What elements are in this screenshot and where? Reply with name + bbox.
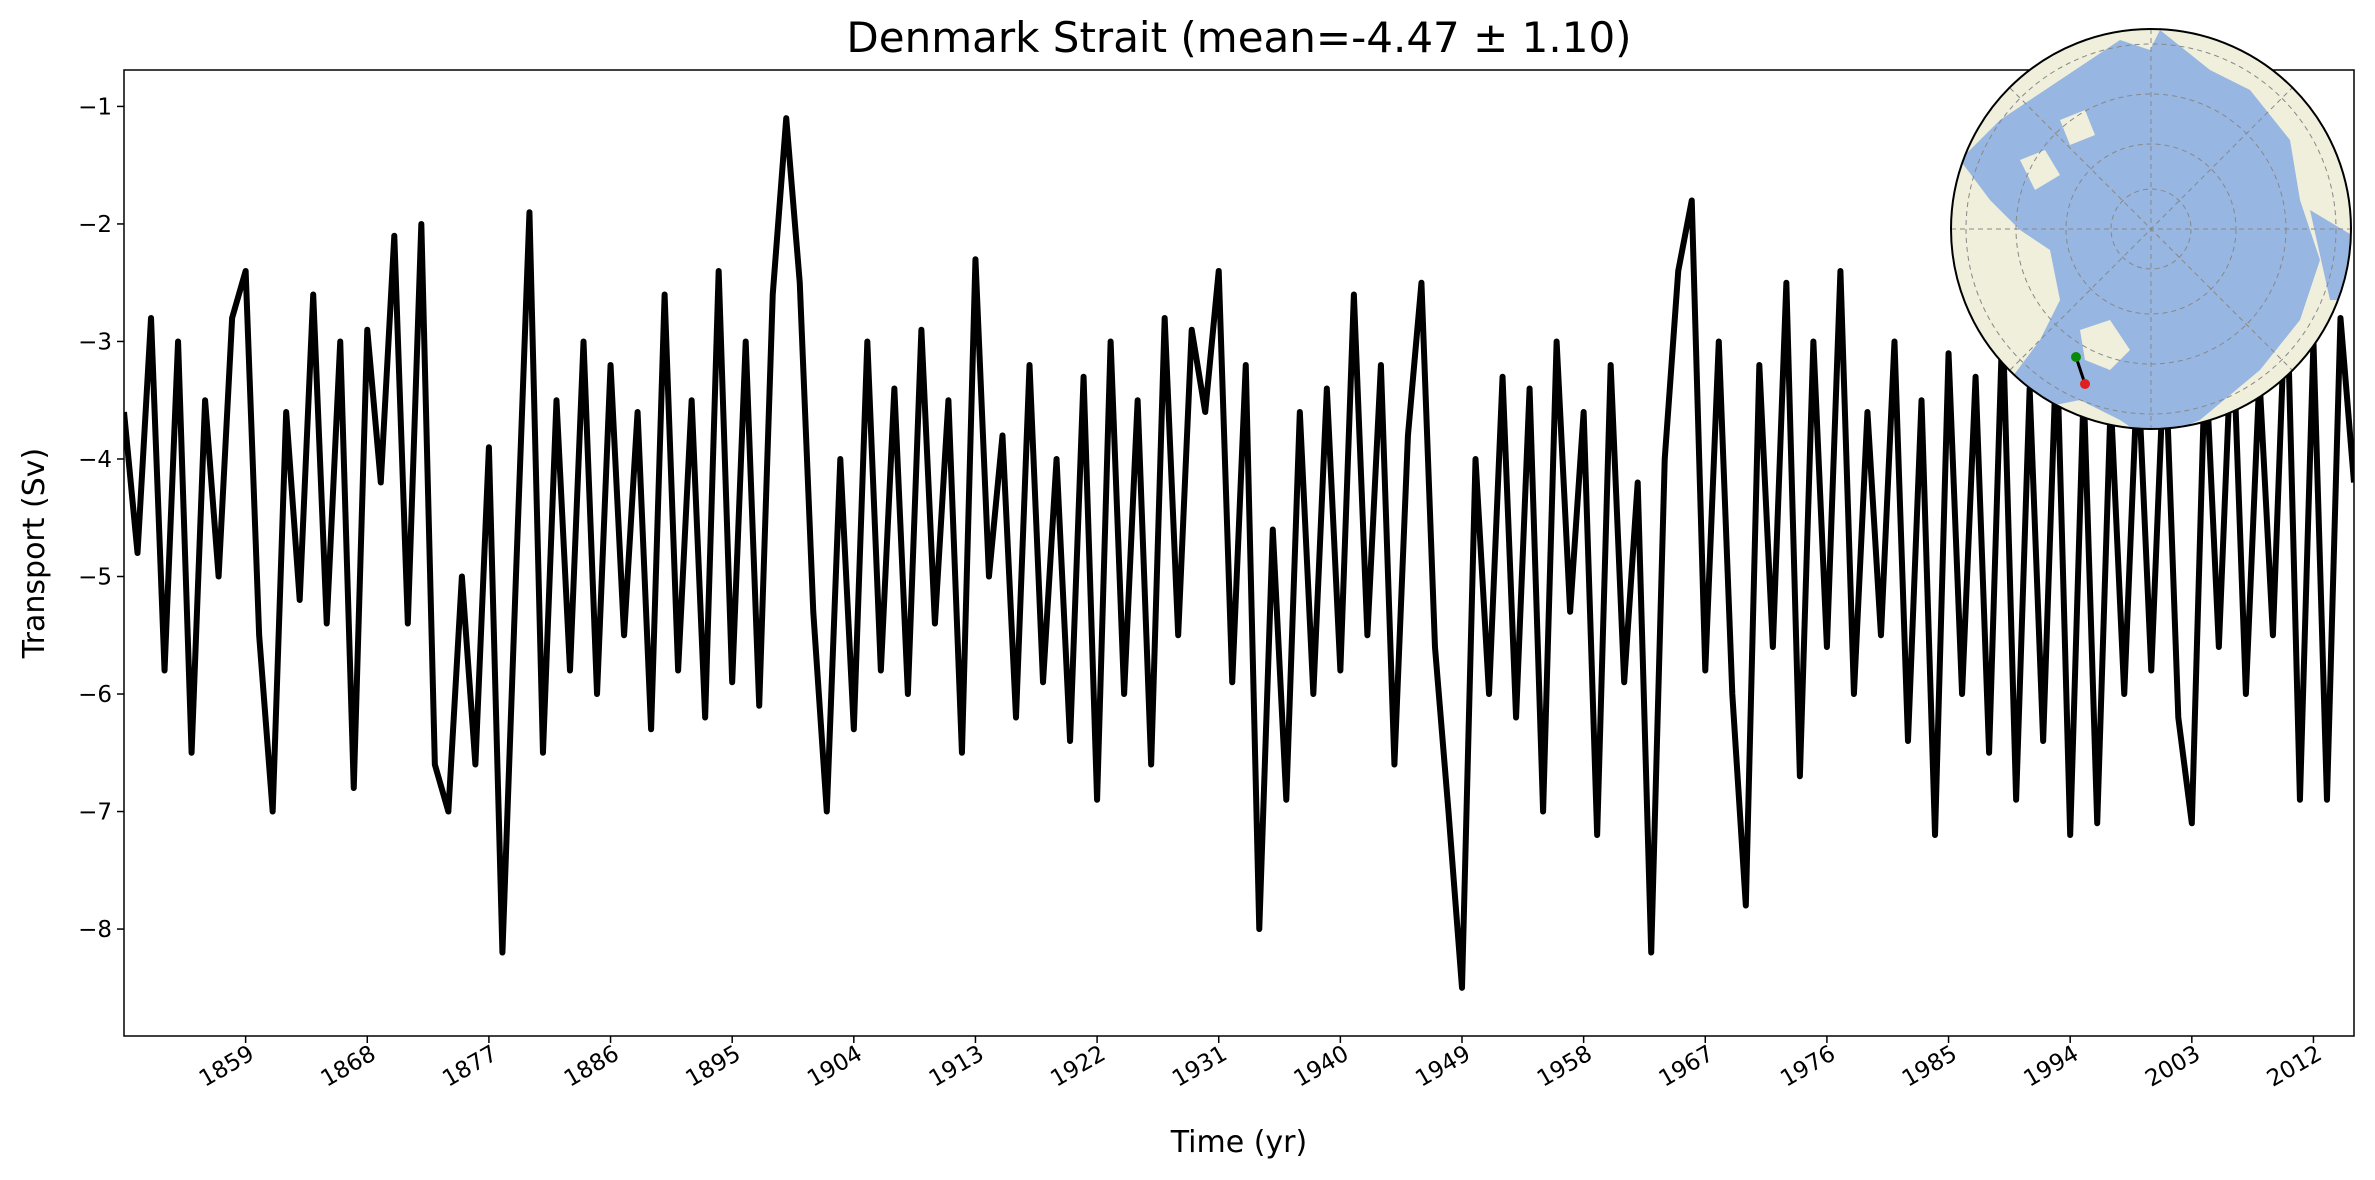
- y-tick-label: −6: [78, 682, 112, 708]
- section-end: [2080, 379, 2090, 389]
- y-tick-label: −1: [78, 94, 112, 120]
- y-tick-label: −4: [78, 447, 112, 473]
- x-axis-label: Time (yr): [1170, 1125, 1307, 1160]
- y-tick-label: −2: [78, 212, 112, 238]
- y-tick-label: −3: [78, 329, 112, 355]
- map-frame: [1950, 28, 2352, 430]
- chart-title: Denmark Strait (mean=-4.47 ± 1.10): [846, 13, 1631, 62]
- y-tick-label: −7: [78, 800, 112, 826]
- line-series: [124, 115, 2354, 991]
- section-start: [2071, 352, 2081, 362]
- plot-area: [124, 115, 2354, 991]
- map-graticule: [1951, 29, 2351, 429]
- y-tick-label: −5: [78, 565, 112, 591]
- inset-map: [1950, 28, 2352, 430]
- y-axis-label: Transport (Sv): [17, 448, 52, 660]
- plot-frame: [123, 69, 2355, 1037]
- y-tick-label: −8: [78, 917, 112, 943]
